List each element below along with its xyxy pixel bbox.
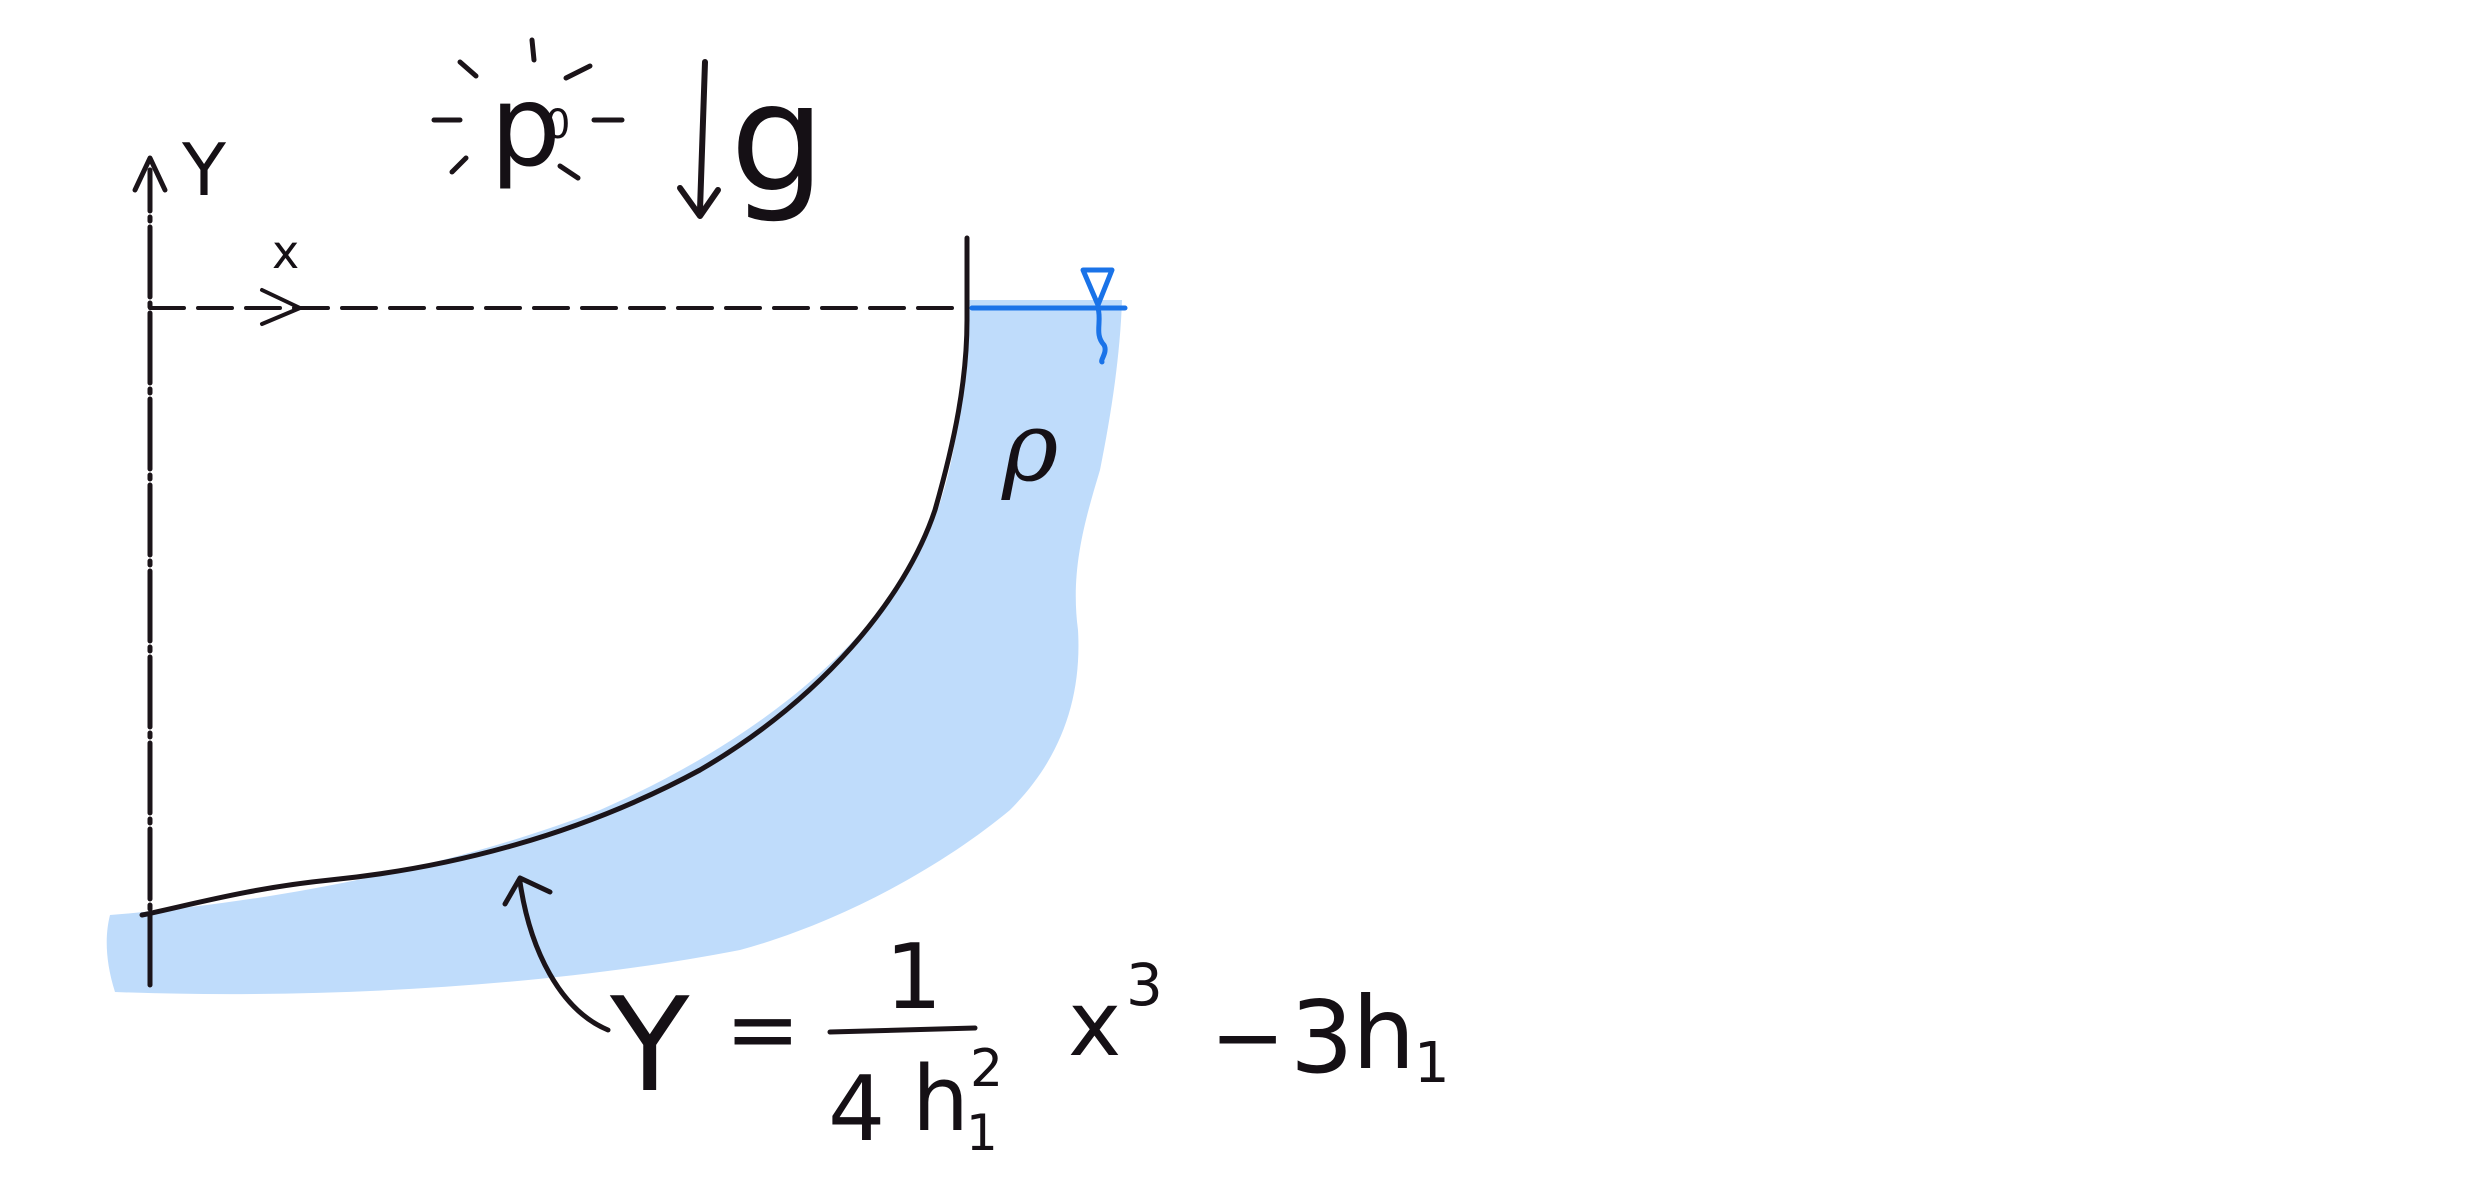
- inverted-triangle-water-level-icon: [1080, 267, 1115, 365]
- equation-denominator-coef: 4: [828, 1057, 885, 1162]
- x-axis-arrowhead: [260, 288, 302, 326]
- gravity-label: g: [730, 52, 825, 226]
- equation-const-coef: 3: [1290, 979, 1354, 1096]
- boundary-equation: Y = 1 4 h 1 2 x 3 − 3 h 1: [609, 925, 1450, 1162]
- density-label: ρ: [1001, 391, 1058, 503]
- equation-pointer-arrow: [517, 879, 611, 1033]
- x-axis-label: x: [272, 225, 299, 279]
- sun-rays-icon: [431, 37, 625, 181]
- water-region: [106, 300, 1123, 995]
- equation-const-var: h: [1352, 975, 1415, 1092]
- down-arrow-icon: [677, 59, 721, 219]
- equation-equals: =: [725, 977, 800, 1082]
- equation-x-var: x: [1068, 972, 1121, 1077]
- ambient-pressure-label: p: [490, 62, 561, 192]
- equation-x-exp: 3: [1126, 951, 1163, 1019]
- ambient-pressure-subscript: 0: [545, 102, 570, 148]
- equation-denominator-exp: 2: [970, 1039, 1003, 1099]
- curved-boundary: [139, 317, 970, 918]
- equation-lhs: Y: [609, 969, 690, 1121]
- y-axis-arrowhead: [132, 155, 168, 193]
- equation-pointer-arrowhead: [502, 875, 553, 907]
- y-axis-label: Y: [181, 128, 227, 212]
- equation-denominator-sub: 1: [966, 1104, 998, 1162]
- equation-denominator-var: h: [912, 1047, 969, 1152]
- fraction-bar: [827, 1025, 978, 1035]
- equation-numerator: 1: [885, 925, 942, 1030]
- equation-const-sub: 1: [1414, 1031, 1450, 1096]
- equation-minus: −: [1210, 985, 1285, 1090]
